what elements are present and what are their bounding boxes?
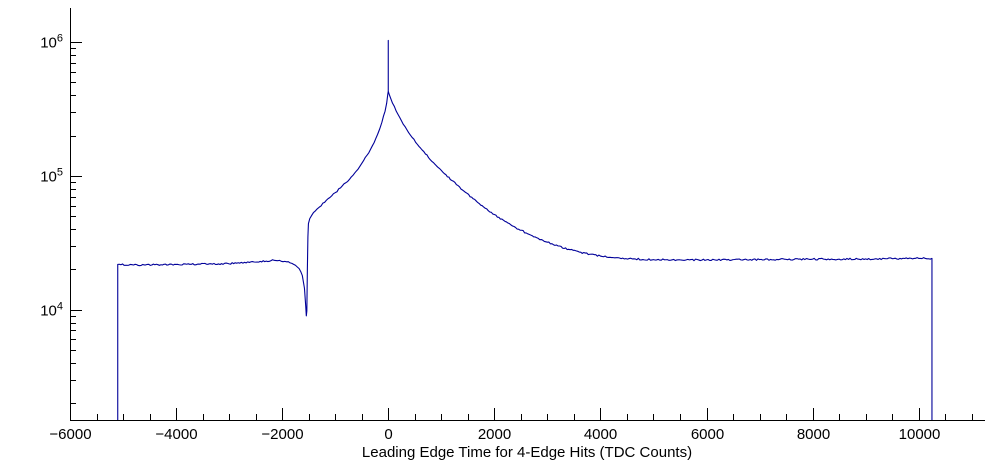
x-axis-tick-labels: −6000 −4000 −2000 0 2000 4000 6000 8000 10000: [49, 426, 940, 443]
y-tick-label: 106: [40, 33, 63, 52]
x-tick-label: 6000: [691, 426, 724, 443]
x-axis-ticks: [70, 408, 973, 420]
y-tick-label: 105: [40, 167, 63, 186]
y-axis-ticks: [70, 42, 82, 404]
y-tick-label: 104: [40, 301, 63, 320]
x-tick-label: 10000: [899, 426, 941, 443]
x-tick-label: 2000: [478, 426, 511, 443]
x-tick-label: −4000: [155, 426, 197, 443]
y-axis-tick-labels: 104 105 106: [40, 33, 63, 320]
x-tick-label: −6000: [49, 426, 91, 443]
histogram-line: [117, 39, 933, 420]
x-tick-label: 0: [384, 426, 392, 443]
axes: [70, 8, 985, 421]
x-tick-label: 8000: [797, 426, 830, 443]
x-axis-label: Leading Edge Time for 4-Edge Hits (TDC C…: [362, 444, 692, 461]
x-tick-label: −2000: [261, 426, 303, 443]
x-tick-label: 4000: [584, 426, 617, 443]
